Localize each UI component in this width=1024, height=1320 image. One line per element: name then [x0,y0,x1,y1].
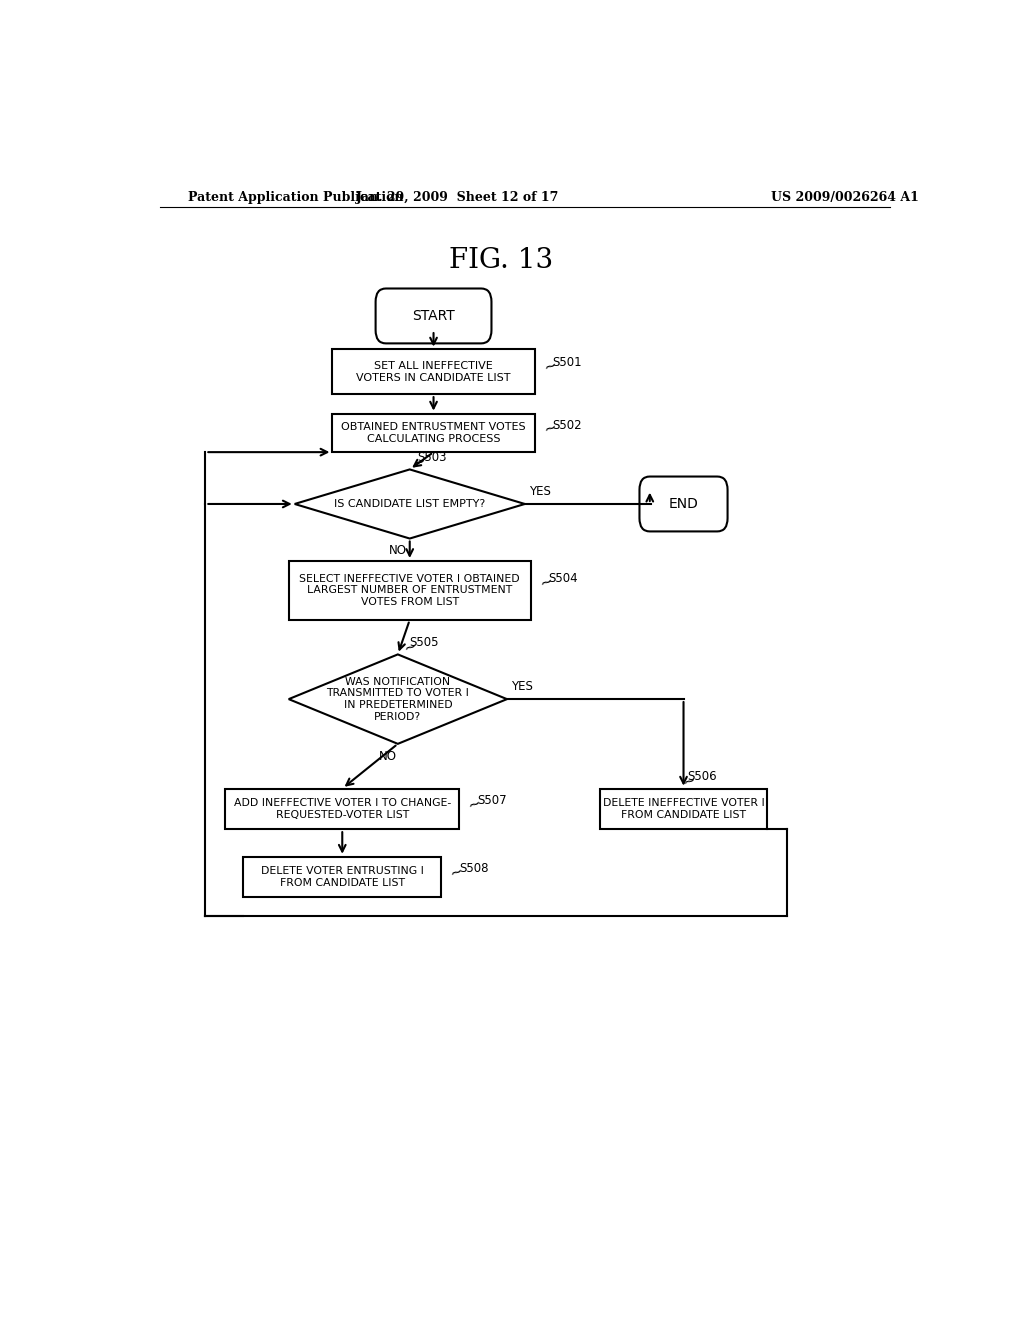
Text: FIG. 13: FIG. 13 [449,247,553,273]
Text: S507: S507 [477,795,507,808]
Text: NO: NO [379,750,397,763]
Text: ~: ~ [541,418,558,437]
Bar [600,788,767,829]
Text: START: START [413,309,455,323]
Text: ~: ~ [447,863,465,882]
Text: DELETE INEFFECTIVE VOTER I
FROM CANDIDATE LIST: DELETE INEFFECTIVE VOTER I FROM CANDIDAT… [603,799,764,820]
Text: S503: S503 [418,451,447,465]
Text: ADD INEFFECTIVE VOTER I TO CHANGE-
REQUESTED-VOTER LIST: ADD INEFFECTIVE VOTER I TO CHANGE- REQUE… [233,799,451,820]
Bar [333,413,535,453]
Text: IS CANDIDATE LIST EMPTY?: IS CANDIDATE LIST EMPTY? [334,499,485,510]
Text: ~: ~ [538,573,554,591]
Text: Patent Application Publication: Patent Application Publication [187,190,403,203]
Text: END: END [669,496,698,511]
Text: ~: ~ [401,638,419,656]
Text: ~: ~ [680,772,697,791]
Text: S501: S501 [552,356,582,370]
Text: S508: S508 [459,862,488,875]
Text: YES: YES [511,680,532,693]
Bar [225,788,460,829]
FancyBboxPatch shape [639,477,728,532]
Polygon shape [289,655,507,744]
Bar [289,561,530,620]
Text: ~: ~ [541,356,558,375]
Polygon shape [295,470,524,539]
Text: SELECT INEFFECTIVE VOTER I OBTAINED
LARGEST NUMBER OF ENTRUSTMENT
VOTES FROM LIS: SELECT INEFFECTIVE VOTER I OBTAINED LARG… [299,574,520,607]
Bar [243,857,441,898]
Text: S505: S505 [410,636,439,649]
Text: DELETE VOTER ENTRUSTING I
FROM CANDIDATE LIST: DELETE VOTER ENTRUSTING I FROM CANDIDATE… [261,866,424,888]
Text: SET ALL INEFFECTIVE
VOTERS IN CANDIDATE LIST: SET ALL INEFFECTIVE VOTERS IN CANDIDATE … [356,362,511,383]
Text: US 2009/0026264 A1: US 2009/0026264 A1 [771,190,919,203]
Text: Jan. 29, 2009  Sheet 12 of 17: Jan. 29, 2009 Sheet 12 of 17 [355,190,559,203]
Bar [333,350,535,395]
Text: S504: S504 [548,572,578,585]
Text: S502: S502 [552,418,582,432]
Text: WAS NOTIFICATION
TRANSMITTED TO VOTER I
IN PREDETERMINED
PERIOD?: WAS NOTIFICATION TRANSMITTED TO VOTER I … [327,677,469,722]
FancyBboxPatch shape [376,289,492,343]
Text: YES: YES [528,486,551,498]
Text: S506: S506 [687,771,717,784]
Text: ~: ~ [411,453,428,471]
Text: NO: NO [389,544,407,557]
Text: ~: ~ [466,795,482,813]
Text: OBTAINED ENTRUSTMENT VOTES
CALCULATING PROCESS: OBTAINED ENTRUSTMENT VOTES CALCULATING P… [341,422,526,444]
